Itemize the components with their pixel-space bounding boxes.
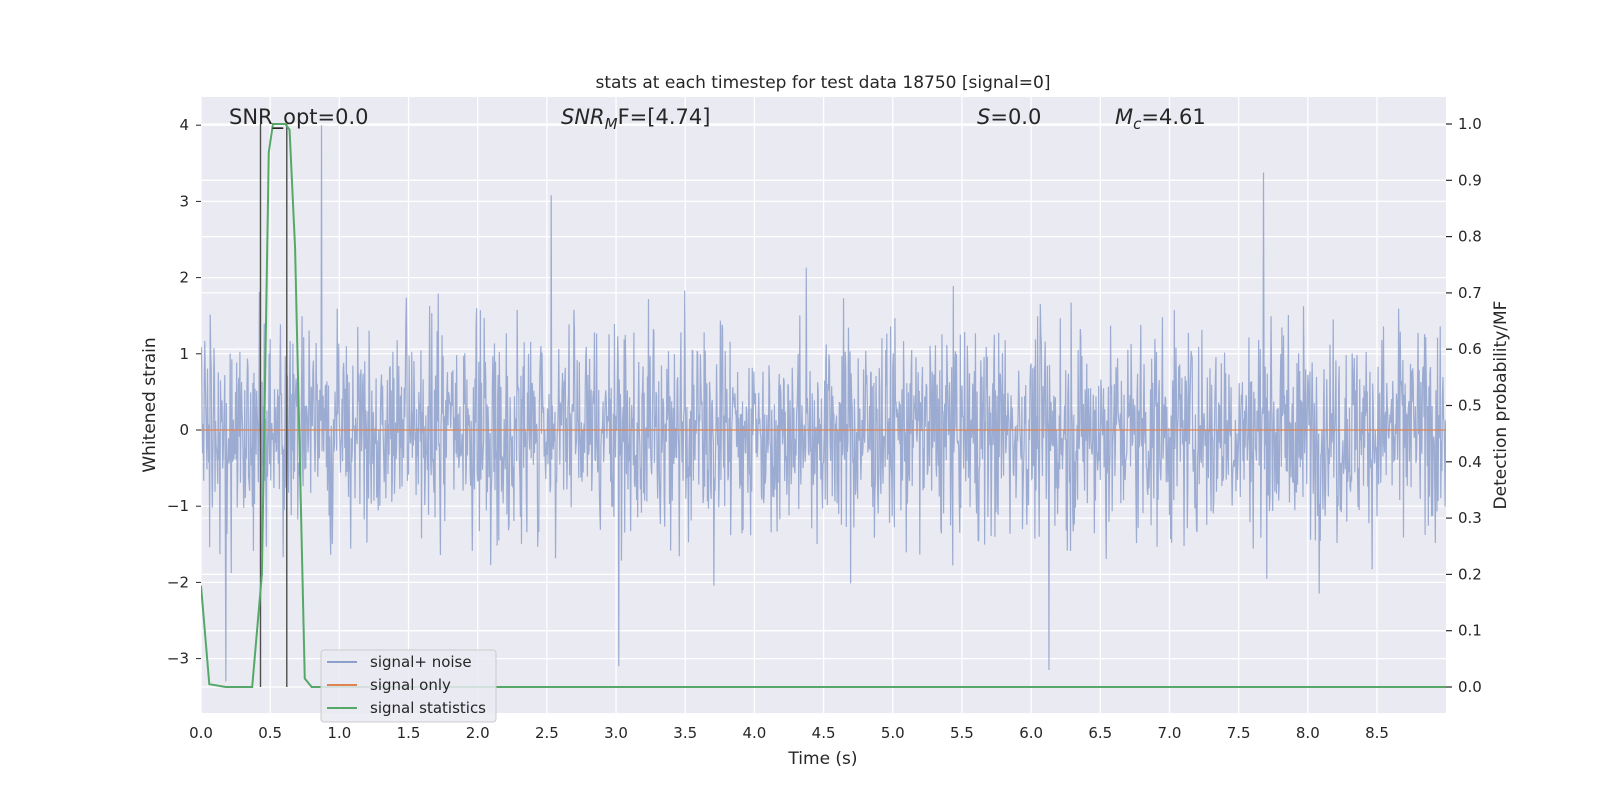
x-tick-label-16: 8.0 [1296, 724, 1320, 742]
x-tick-label-1: 0.5 [258, 724, 282, 742]
y-axis-left: −3 −2 −1 0 1 2 3 4 [167, 116, 201, 668]
annotation-snr-opt: SNR_opt=0.0 [229, 105, 369, 130]
y-left-tick-label-4: 1 [179, 345, 189, 363]
x-tick-label-7: 3.5 [673, 724, 697, 742]
signal-noise-line [201, 125, 1446, 682]
x-tick-label-10: 5.0 [881, 724, 905, 742]
y-right-tick-label-9: 0.9 [1458, 171, 1482, 189]
x-tick-label-4: 2.0 [466, 724, 490, 742]
legend-label-signal-noise: signal+ noise [370, 653, 472, 671]
annotation-snr-mf: SNRMF=[4.74] [561, 105, 710, 133]
x-tick-label-8: 4.0 [742, 724, 766, 742]
annotation-s-suffix: =0.0 [990, 105, 1041, 129]
x-tick-label-6: 3.0 [604, 724, 628, 742]
y-right-tick-label-8: 0.8 [1458, 228, 1482, 246]
y-left-tick-label-2: −1 [167, 497, 189, 515]
y-left-tick-label-6: 3 [179, 192, 189, 210]
chart-title: stats at each timestep for test data 187… [596, 73, 1051, 93]
legend-label-signal-only: signal only [370, 676, 451, 694]
signal-statistics-line [201, 123, 1446, 688]
x-tick-label-12: 6.0 [1019, 724, 1043, 742]
y-left-tick-label-7: 4 [179, 116, 189, 134]
annotation-s: S=0.0 [977, 105, 1041, 129]
y-right-tick-label-6: 0.6 [1458, 340, 1482, 358]
x-tick-label-11: 5.5 [950, 724, 974, 742]
x-axis: 0.0 0.5 1.0 1.5 2.0 2.5 3.0 3.5 4.0 4.5 5.0 5.5 6.0 6… [189, 724, 1389, 742]
y-left-tick-label-5: 2 [179, 269, 189, 287]
y-right-tick-label-4: 0.4 [1458, 453, 1482, 471]
x-tick-label-9: 4.5 [812, 724, 836, 742]
legend: signal+ noise signal only signal statist… [320, 649, 497, 723]
series-signal-statistics [201, 123, 1446, 688]
y-right-tick-label-3: 0.3 [1458, 509, 1482, 527]
x-tick-label-2: 1.0 [327, 724, 351, 742]
y-left-tick-label-3: 0 [179, 421, 189, 439]
y-axis-left-label: Whitened strain [140, 337, 160, 472]
x-tick-label-17: 8.5 [1365, 724, 1389, 742]
annotation-mc-prefix: M [1115, 105, 1133, 129]
y-left-tick-label-1: −2 [167, 573, 189, 591]
y-right-tick-label-2: 0.2 [1458, 565, 1482, 583]
annotation-mc-suffix: =4.61 [1141, 105, 1205, 129]
y-right-tick-label-5: 0.5 [1458, 397, 1482, 415]
annotation-snr-mf-sub: M [605, 115, 618, 133]
y-left-tick-label-0: −3 [167, 650, 189, 668]
y-axis-right: 0.0 0.1 0.2 0.3 0.4 0.5 0.6 0.7 0.8 0.9 1.0 [1446, 115, 1482, 696]
y-right-tick-label-0: 0.0 [1458, 678, 1482, 696]
x-tick-label-15: 7.5 [1227, 724, 1251, 742]
x-tick-label-5: 2.5 [535, 724, 559, 742]
annotation-s-prefix: S [977, 105, 990, 129]
x-tick-label-13: 6.5 [1088, 724, 1112, 742]
series-signal-noise [201, 125, 1446, 682]
annotation-mc: Mc=4.61 [1115, 105, 1206, 133]
y-right-tick-label-1: 0.1 [1458, 622, 1482, 640]
legend-box [320, 649, 497, 723]
x-tick-label-14: 7.0 [1158, 724, 1182, 742]
y-axis-right-label: Detection probability/MF [1491, 301, 1511, 510]
y-right-tick-label-10: 1.0 [1458, 115, 1482, 133]
annotation-snr-mf-suffix: F=[4.74] [618, 105, 711, 129]
x-tick-label-0: 0.0 [189, 724, 213, 742]
annotation-mc-sub: c [1133, 115, 1142, 133]
x-axis-label: Time (s) [787, 749, 857, 769]
legend-label-signal-statistics: signal statistics [370, 699, 486, 717]
y-right-tick-label-7: 0.7 [1458, 284, 1482, 302]
x-tick-label-3: 1.5 [397, 724, 421, 742]
annotation-snr-mf-prefix: SNR [561, 105, 605, 129]
